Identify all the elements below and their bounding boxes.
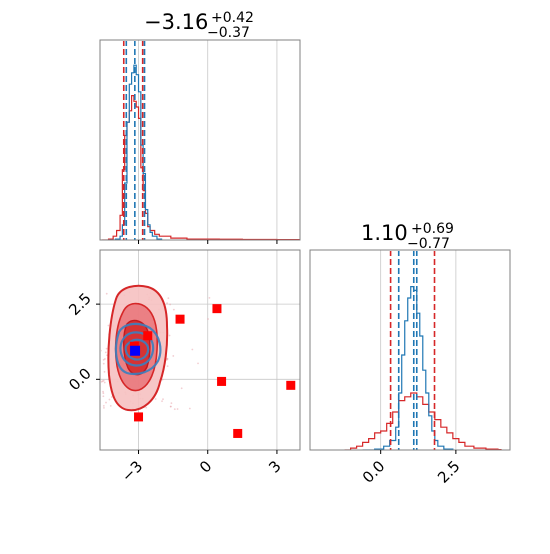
scatter-blue-point-group bbox=[130, 345, 141, 356]
sample-dot bbox=[162, 398, 164, 401]
sample-dot bbox=[103, 406, 105, 409]
red-square-point bbox=[217, 376, 227, 386]
title-param1-minus: −0.37 bbox=[207, 25, 250, 41]
sample-dot bbox=[166, 302, 168, 305]
sample-dot bbox=[102, 395, 105, 398]
sample-dot bbox=[176, 408, 179, 410]
hist1-red-steps bbox=[101, 95, 300, 240]
blue-contours bbox=[114, 322, 162, 376]
sample-dot bbox=[110, 396, 113, 398]
sample-dot bbox=[108, 398, 111, 401]
scatter-ticks bbox=[96, 303, 278, 454]
y-tick-label: 2.5 bbox=[65, 289, 95, 319]
sample-dot bbox=[197, 362, 199, 365]
sample-dot bbox=[145, 406, 148, 409]
sample-dot bbox=[161, 400, 163, 403]
red-square-point bbox=[212, 304, 222, 314]
sample-dot bbox=[109, 404, 112, 407]
sample-dot bbox=[166, 365, 169, 368]
title-param1: −3.16 +0.42 −0.37 bbox=[144, 10, 254, 41]
panel-hist-param2: 0.0 2.5 1.10 +0.69 −0.77 bbox=[309, 221, 511, 487]
hist2-frame bbox=[309, 249, 511, 451]
hist1-blue-steps bbox=[108, 64, 163, 240]
x-tick-label: 0.0 bbox=[359, 457, 389, 487]
title-param1-value: −3.16 bbox=[144, 10, 208, 34]
sample-dot bbox=[102, 379, 105, 382]
hist2-ticks bbox=[380, 450, 457, 454]
scatter-frame bbox=[99, 249, 301, 451]
red-square-point bbox=[233, 428, 243, 438]
red-square-point bbox=[134, 412, 144, 422]
sample-dot bbox=[169, 303, 172, 306]
red-square-point bbox=[286, 380, 296, 390]
sample-dot bbox=[107, 324, 110, 327]
sample-dot bbox=[165, 358, 168, 361]
sample-dot bbox=[169, 405, 172, 408]
hist2-red-steps bbox=[344, 392, 502, 450]
sample-dot bbox=[105, 292, 108, 295]
hist2-blue-steps bbox=[362, 286, 454, 450]
title-param2-plus: +0.69 bbox=[411, 221, 454, 237]
hist1-gridlines bbox=[138, 40, 278, 240]
scatter-y-tick-labels: 0.0 2.5 bbox=[65, 289, 95, 394]
sample-dot bbox=[105, 347, 108, 350]
sample-dot bbox=[97, 373, 99, 375]
sample-dot bbox=[102, 362, 105, 365]
y-tick-label: 0.0 bbox=[65, 365, 95, 395]
x-tick-label: −3 bbox=[118, 457, 146, 485]
panel-scatter: −3 0 3 0.0 2.5 bbox=[65, 249, 301, 486]
sample-dot bbox=[207, 318, 209, 320]
sample-dot bbox=[101, 380, 103, 383]
sample-dot bbox=[98, 309, 100, 311]
blue-square-point bbox=[130, 345, 141, 356]
sample-dot bbox=[172, 355, 175, 357]
sample-dot bbox=[188, 407, 191, 410]
hist2-x-tick-labels: 0.0 2.5 bbox=[359, 457, 464, 487]
sample-dot bbox=[180, 387, 183, 390]
red-square-point bbox=[175, 314, 185, 324]
x-tick-label: 3 bbox=[265, 457, 284, 476]
red-square-point bbox=[143, 331, 153, 341]
hist1-frame bbox=[99, 39, 301, 241]
sample-dot bbox=[191, 348, 194, 351]
sample-dot bbox=[105, 401, 107, 404]
hist2-gridlines bbox=[380, 250, 457, 450]
sample-dot bbox=[154, 398, 157, 400]
sample-dot bbox=[103, 381, 106, 384]
scatter-x-tick-labels: −3 0 3 bbox=[118, 457, 285, 485]
sample-dot bbox=[167, 297, 170, 300]
sample-dot bbox=[168, 334, 171, 337]
title-param2-minus: −0.77 bbox=[407, 236, 450, 252]
x-tick-label: 2.5 bbox=[434, 457, 464, 487]
blue-contour-outer bbox=[114, 322, 162, 376]
sample-dot bbox=[104, 351, 107, 354]
sample-dot bbox=[172, 308, 175, 311]
sample-dot bbox=[173, 408, 176, 411]
sample-dot bbox=[102, 404, 105, 407]
blue-contour-middle bbox=[119, 331, 155, 367]
sample-dot bbox=[170, 402, 173, 405]
hist1-quantile-lines bbox=[122, 41, 146, 240]
hist1-ticks bbox=[138, 240, 278, 244]
blue-contour-inner bbox=[124, 338, 150, 361]
sample-dot bbox=[104, 358, 106, 360]
panel-hist-param1: −3.16 +0.42 −0.37 bbox=[99, 10, 301, 244]
title-param1-plus: +0.42 bbox=[211, 10, 254, 26]
hist2-quantile-lines bbox=[389, 251, 436, 450]
title-param2-value: 1.10 bbox=[361, 221, 408, 245]
sample-dot bbox=[208, 296, 211, 299]
title-param2: 1.10 +0.69 −0.77 bbox=[361, 221, 454, 252]
x-tick-label: 0 bbox=[196, 457, 215, 476]
sample-dot bbox=[103, 370, 106, 373]
sample-dot bbox=[101, 349, 102, 352]
sample-dot bbox=[161, 378, 164, 381]
sample-dot bbox=[102, 390, 104, 393]
sample-dot bbox=[102, 392, 105, 395]
